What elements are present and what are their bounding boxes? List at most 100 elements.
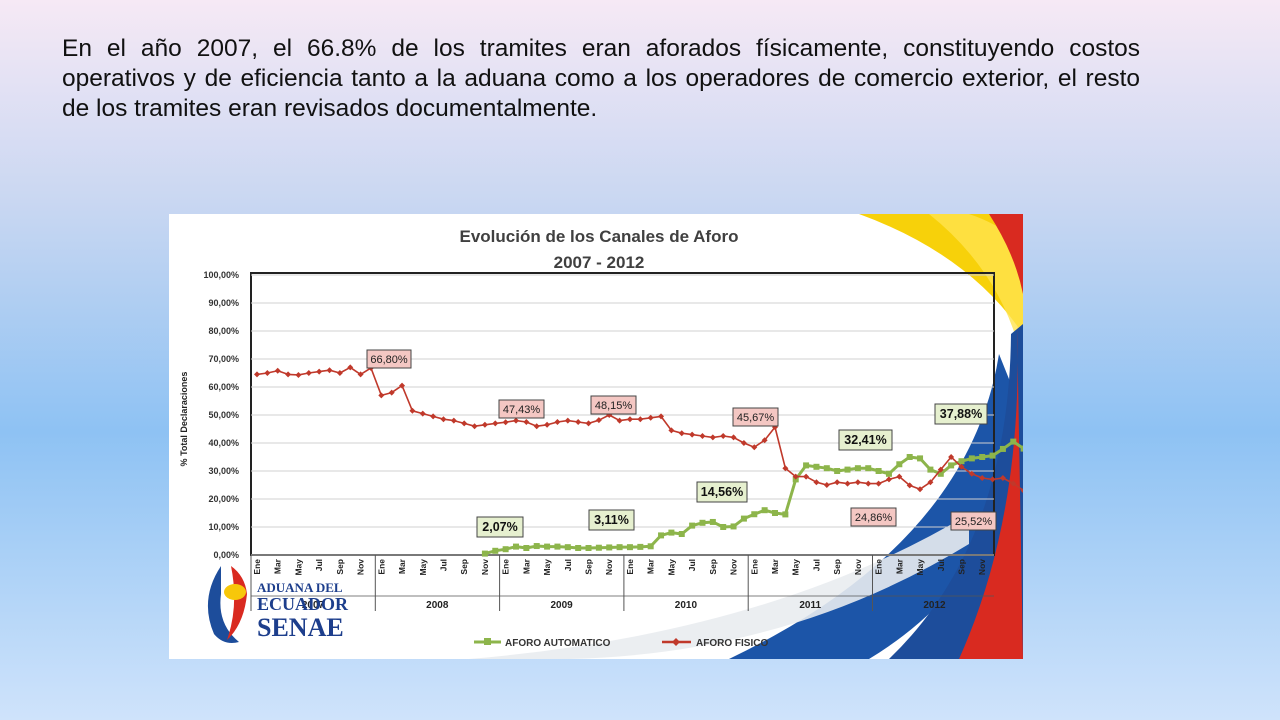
data-point-fisico [564,417,571,424]
data-point-fisico [979,475,986,481]
x-tick-label: Mar [894,558,904,574]
data-point-fisico [481,421,488,428]
data-point-automatico [730,523,737,530]
x-tick-label: Ene [252,559,262,575]
data-point-fisico [709,434,716,441]
data-point-automatico [616,544,623,551]
x-tick-label: Ene [376,559,386,575]
data-point-automatico [658,532,665,539]
data-point-automatico [917,455,924,462]
data-point-fisico [948,454,955,460]
data-point-fisico [937,466,944,473]
y-tick-label: 100,00% [203,270,239,280]
annotation-box [366,349,412,369]
x-tick-label: May [542,559,552,576]
data-point-fisico [502,419,509,426]
annotation-label: 24,86% [855,512,893,524]
data-point-fisico [295,371,302,378]
data-point-automatico [834,468,841,474]
data-point-fisico [896,473,903,480]
data-point-automatico [979,454,986,460]
x-tick-label: Mar [397,558,407,574]
logo-sun [224,584,246,600]
data-point-fisico [813,479,820,486]
data-point-fisico [264,370,271,376]
data-point-fisico [751,444,758,451]
data-point-automatico [906,454,913,460]
data-point-automatico [554,543,561,550]
data-point-fisico [823,482,830,488]
y-tick-label: 10,00% [208,522,239,532]
data-point-fisico [927,479,934,486]
y-tick-label: 70,00% [208,354,239,364]
x-axis-ticks: Ene Mar May Jul Sep Nov Ene Mar May Jul Sep Nov Ene M… [252,558,987,575]
data-point-automatico [813,463,820,470]
data-point-automatico [492,547,499,554]
decorative-swoosh [469,214,1023,659]
x-tick-label: Nov [604,559,614,575]
data-point-fisico [668,427,675,434]
data-point-fisico [1020,488,1023,493]
x-tick-label: Nov [480,559,490,575]
chart-title: Evolución de los Canales de Aforo [460,227,739,246]
annotation-label: 25,52% [955,516,993,528]
data-point-automatico [844,466,851,473]
annotation-label: 37,88% [940,407,982,421]
data-point-fisico [730,434,737,441]
x-tick-label: May [418,559,428,576]
data-point-fisico [792,473,799,480]
data-point-automatico [854,465,861,472]
data-point-fisico [658,413,665,420]
chart-subtitle: 2007 - 2012 [554,253,645,272]
data-point-automatico [782,511,789,518]
annotation-label: 32,41% [844,433,886,447]
data-point-fisico [595,417,602,424]
y-axis-ticks: 0,00% 10,00% 20,00% 30,00% 40,00% 50,00% 60,00… [203,270,239,560]
annotation-box [476,516,524,538]
legend-label-automatico: AFORO AUTOMATICO [505,638,611,649]
data-point-automatico [803,462,810,469]
data-point-automatico [772,510,778,516]
annotation-label: 2,07% [482,520,517,534]
data-point-automatico [948,462,955,469]
data-point-automatico [502,546,509,553]
annotation-label: 66,80% [370,354,408,366]
x-tick-label: Jul [314,559,324,571]
annotation-label: 3,11% [594,513,629,527]
data-point-fisico [637,416,644,423]
data-point-fisico [378,392,385,399]
legend-marker-fisico [672,638,680,646]
data-point-fisico [720,433,727,439]
data-point-fisico [585,420,592,427]
data-point-fisico [958,463,965,470]
data-point-automatico [896,461,903,468]
data-point-automatico [585,545,592,551]
x-tick-label: Ene [874,559,884,575]
x-tick-label: Mar [273,558,283,574]
legend-marker-automatico [484,638,491,645]
data-point-fisico [968,470,975,477]
data-point-fisico [906,482,913,489]
chart-image: 0,00% 10,00% 20,00% 30,00% 40,00% 50,00% 60,00… [169,214,1023,659]
y-tick-label: 0,00% [213,550,239,560]
annotation-box [950,511,997,531]
annotation-label: 45,67% [737,412,775,424]
data-point-fisico [844,480,851,487]
y-tick-label: 60,00% [208,382,239,392]
annotation-label: 48,15% [595,400,633,412]
data-point-automatico [885,470,892,477]
data-point-automatico [751,511,758,518]
data-point-fisico [440,416,447,423]
data-point-automatico [564,544,571,551]
x-tick-label: Jul [811,559,821,571]
data-point-fisico [1010,480,1017,487]
x-tick-label: Mar [521,558,531,574]
data-point-automatico [481,550,488,557]
data-point-fisico [450,417,457,424]
data-point-automatico [968,455,975,462]
data-point-fisico [782,465,789,472]
x-tick-label: Sep [708,559,718,575]
data-point-automatico [626,544,633,551]
x-tick-label: Ene [625,559,635,575]
data-point-fisico [689,431,696,438]
